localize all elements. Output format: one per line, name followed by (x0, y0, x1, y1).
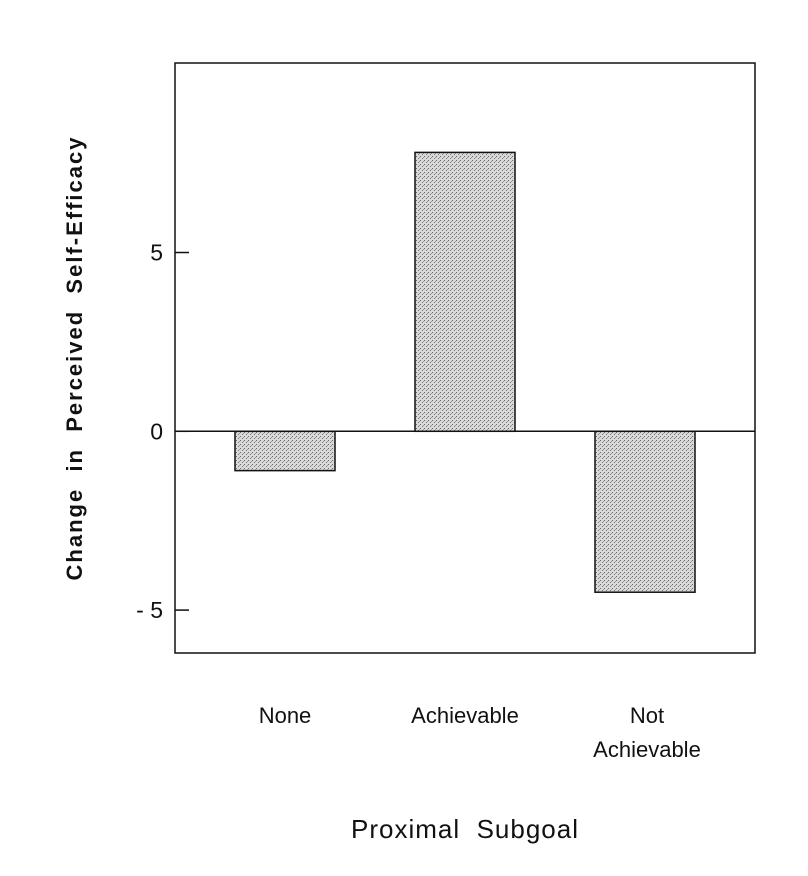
bars (234, 151, 696, 593)
plot-frame (174, 62, 756, 654)
y-tick-label: 5 (150, 240, 163, 266)
x-tick-label: None (259, 703, 312, 728)
x-tick-label: Not Achievable (593, 703, 701, 762)
y-tick-label: - 5 (136, 597, 163, 623)
x-tick-label: Achievable (411, 703, 519, 728)
bar-achievable (414, 151, 516, 433)
y-axis-ticks: 5 0 - 5 (136, 240, 189, 623)
y-tick-label: 0 (150, 418, 163, 444)
bar-none (234, 430, 336, 472)
bar-not-achievable (594, 430, 696, 593)
y-axis-title: Change in Perceived Self-Efficacy (62, 136, 87, 581)
x-axis-category-labels: None Achievable Not Achievable (259, 703, 701, 762)
x-axis-title: Proximal Subgoal (351, 814, 579, 844)
